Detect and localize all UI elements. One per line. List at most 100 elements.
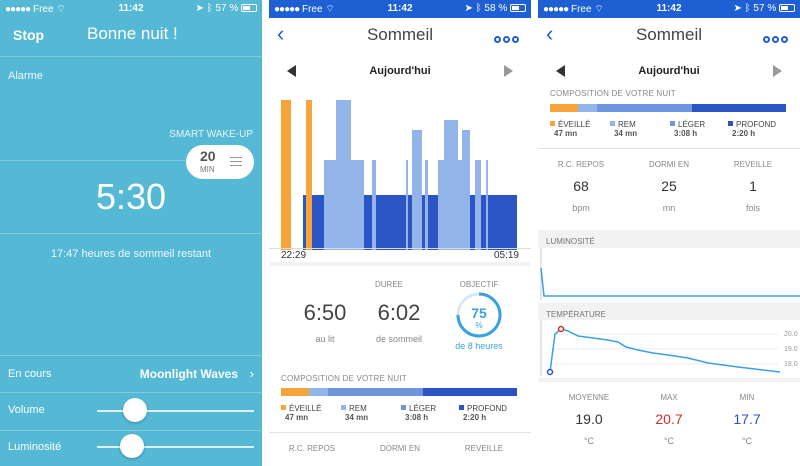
luminosity-label: LUMINOSITÉ: [546, 237, 595, 246]
legend-swatch: [728, 121, 733, 126]
goal-value: 75: [471, 305, 487, 321]
playing-label: En cours: [8, 368, 52, 380]
battery-icon: [510, 4, 526, 12]
status-time: 11:42: [118, 3, 144, 14]
divider: [0, 233, 262, 234]
composition-segment: [578, 104, 598, 112]
stats-panel: DUREE 6:50 au lit 6:02 de sommeil OBJECT…: [269, 266, 531, 466]
slept-in-label: DORMI EN: [649, 160, 689, 169]
resting-hr-value: 68: [573, 178, 589, 194]
volume-slider[interactable]: [97, 410, 254, 412]
signal-icon: ●●●●●: [274, 4, 300, 15]
legend-stage-name: REM: [349, 404, 367, 413]
back-icon[interactable]: ‹: [546, 21, 554, 46]
legend-stage-name: LÉGER: [678, 120, 706, 129]
goal-label: OBJECTIF: [459, 280, 499, 289]
temperature-label: TEMPÉRATURE: [546, 310, 606, 319]
previous-day-icon[interactable]: [287, 65, 296, 77]
hypnogram-segment: [475, 160, 481, 250]
hypnogram-segment: [376, 195, 406, 250]
slept-in-unit: mn: [662, 203, 676, 213]
status-time: 11:42: [387, 3, 413, 14]
resting-hr-label: R.C. REPOS: [557, 160, 605, 169]
next-day-icon[interactable]: [773, 65, 782, 77]
sleep-detail-screen: ●●●●● Free ⌔ 11:42 ➤ ᛒ 57 % ‹ Sommeil Au…: [538, 0, 800, 466]
remaining-sleep: 17:47 heures de sommeil restant: [50, 248, 212, 260]
composition-bar: [550, 104, 786, 112]
composition-label: COMPOSITION DE VOTRE NUIT: [550, 89, 676, 98]
max-label: MAX: [660, 393, 678, 402]
legend-stage-duration: 3:08 h: [405, 413, 429, 422]
legend-item: PROFOND 2:20 h: [459, 404, 507, 422]
legend-item: LÉGER 3:08 h: [670, 120, 705, 138]
composition-segment: [328, 388, 423, 396]
volume-slider-handle[interactable]: [122, 398, 147, 422]
divider: [0, 355, 262, 356]
smart-wakeup-control[interactable]: 20 MIN: [186, 145, 254, 179]
hypnogram-segment: [422, 195, 425, 250]
divider: [269, 432, 531, 433]
min-unit: °C: [741, 436, 753, 446]
status-bar: ●●●●● Free ⌔ 11:42 ➤ ᛒ 58 %: [269, 0, 531, 18]
nav-header: ‹ Sommeil: [269, 18, 531, 52]
legend-stage-duration: 2:20 h: [463, 413, 487, 422]
legend-swatch: [281, 405, 286, 410]
hypnogram-segment: [486, 160, 488, 250]
asleep-label: de sommeil: [375, 334, 422, 344]
sleep-start-time: 22:29: [281, 250, 307, 261]
legend-stage-duration: 47 mn: [554, 129, 578, 138]
hypnogram-segment: [438, 160, 444, 250]
woke-value: 1: [749, 178, 757, 194]
hypnogram-segment: [406, 160, 408, 250]
temp-tick: 19.0: [784, 346, 798, 353]
sleep-summary-screen: ●●●●● Free ⌔ 11:42 ➤ ᛒ 58 % ‹ Sommeil Au…: [269, 0, 531, 466]
in-bed-value: 6:50: [303, 300, 347, 325]
smart-wakeup-unit: MIN: [200, 165, 215, 174]
more-options-icon[interactable]: [761, 30, 788, 48]
composition-label: COMPOSITION DE VOTRE NUIT: [281, 374, 407, 383]
stop-button[interactable]: Stop: [13, 27, 45, 43]
chevron-right-icon[interactable]: ›: [249, 366, 254, 381]
composition-segment: [691, 104, 786, 112]
sleep-end-time: 05:19: [493, 250, 519, 261]
legend-stage-duration: 34 mn: [614, 129, 638, 138]
location-icon: ➤: [733, 3, 742, 14]
hypnogram-segment: [281, 100, 291, 250]
temp-min-marker: [546, 368, 554, 376]
battery-icon: [241, 4, 257, 12]
max-value: 20.7: [655, 411, 683, 427]
legend-item: ÉVEILLÉ 47 mn: [281, 404, 321, 422]
more-options-icon[interactable]: [492, 30, 519, 48]
previous-day-icon[interactable]: [556, 65, 565, 77]
battery-label: 58 %: [484, 3, 508, 14]
brightness-slider-handle[interactable]: [119, 434, 144, 458]
legend-stage-name: ÉVEILLÉ: [289, 404, 322, 413]
brightness-slider[interactable]: [97, 446, 254, 448]
hypnogram-segment: [470, 195, 475, 250]
temperature-graph: 20.0 19.0 18.0: [538, 320, 800, 378]
hamburger-icon[interactable]: [230, 157, 242, 169]
back-icon[interactable]: ‹: [277, 21, 285, 46]
hypnogram-panel: [269, 90, 531, 262]
status-time: 11:42: [656, 3, 682, 14]
day-label: Aujourd'hui: [369, 65, 431, 77]
carrier-label: Free: [301, 4, 323, 15]
carrier-label: Free: [32, 4, 54, 15]
legend-stage-duration: 47 mn: [285, 413, 309, 422]
legend-stage-name: LÉGER: [409, 404, 437, 413]
legend-swatch: [670, 121, 675, 126]
hypnogram-segment: [312, 195, 324, 250]
next-day-icon[interactable]: [504, 65, 513, 77]
composition-segment: [281, 388, 310, 396]
resting-hr-unit: bpm: [572, 203, 590, 213]
playing-track[interactable]: Moonlight Waves: [139, 367, 238, 381]
avg-label: MOYENNE: [568, 393, 610, 402]
page-title: Sommeil: [366, 25, 434, 44]
composition-segment: [422, 388, 517, 396]
day-navigator: Aujourd'hui: [269, 52, 531, 90]
nav-header: ‹ Sommeil: [538, 18, 800, 52]
location-icon: ➤: [195, 3, 204, 14]
alarm-time[interactable]: 5:30: [95, 176, 167, 217]
max-unit: °C: [663, 436, 675, 446]
divider: [531, 0, 538, 466]
